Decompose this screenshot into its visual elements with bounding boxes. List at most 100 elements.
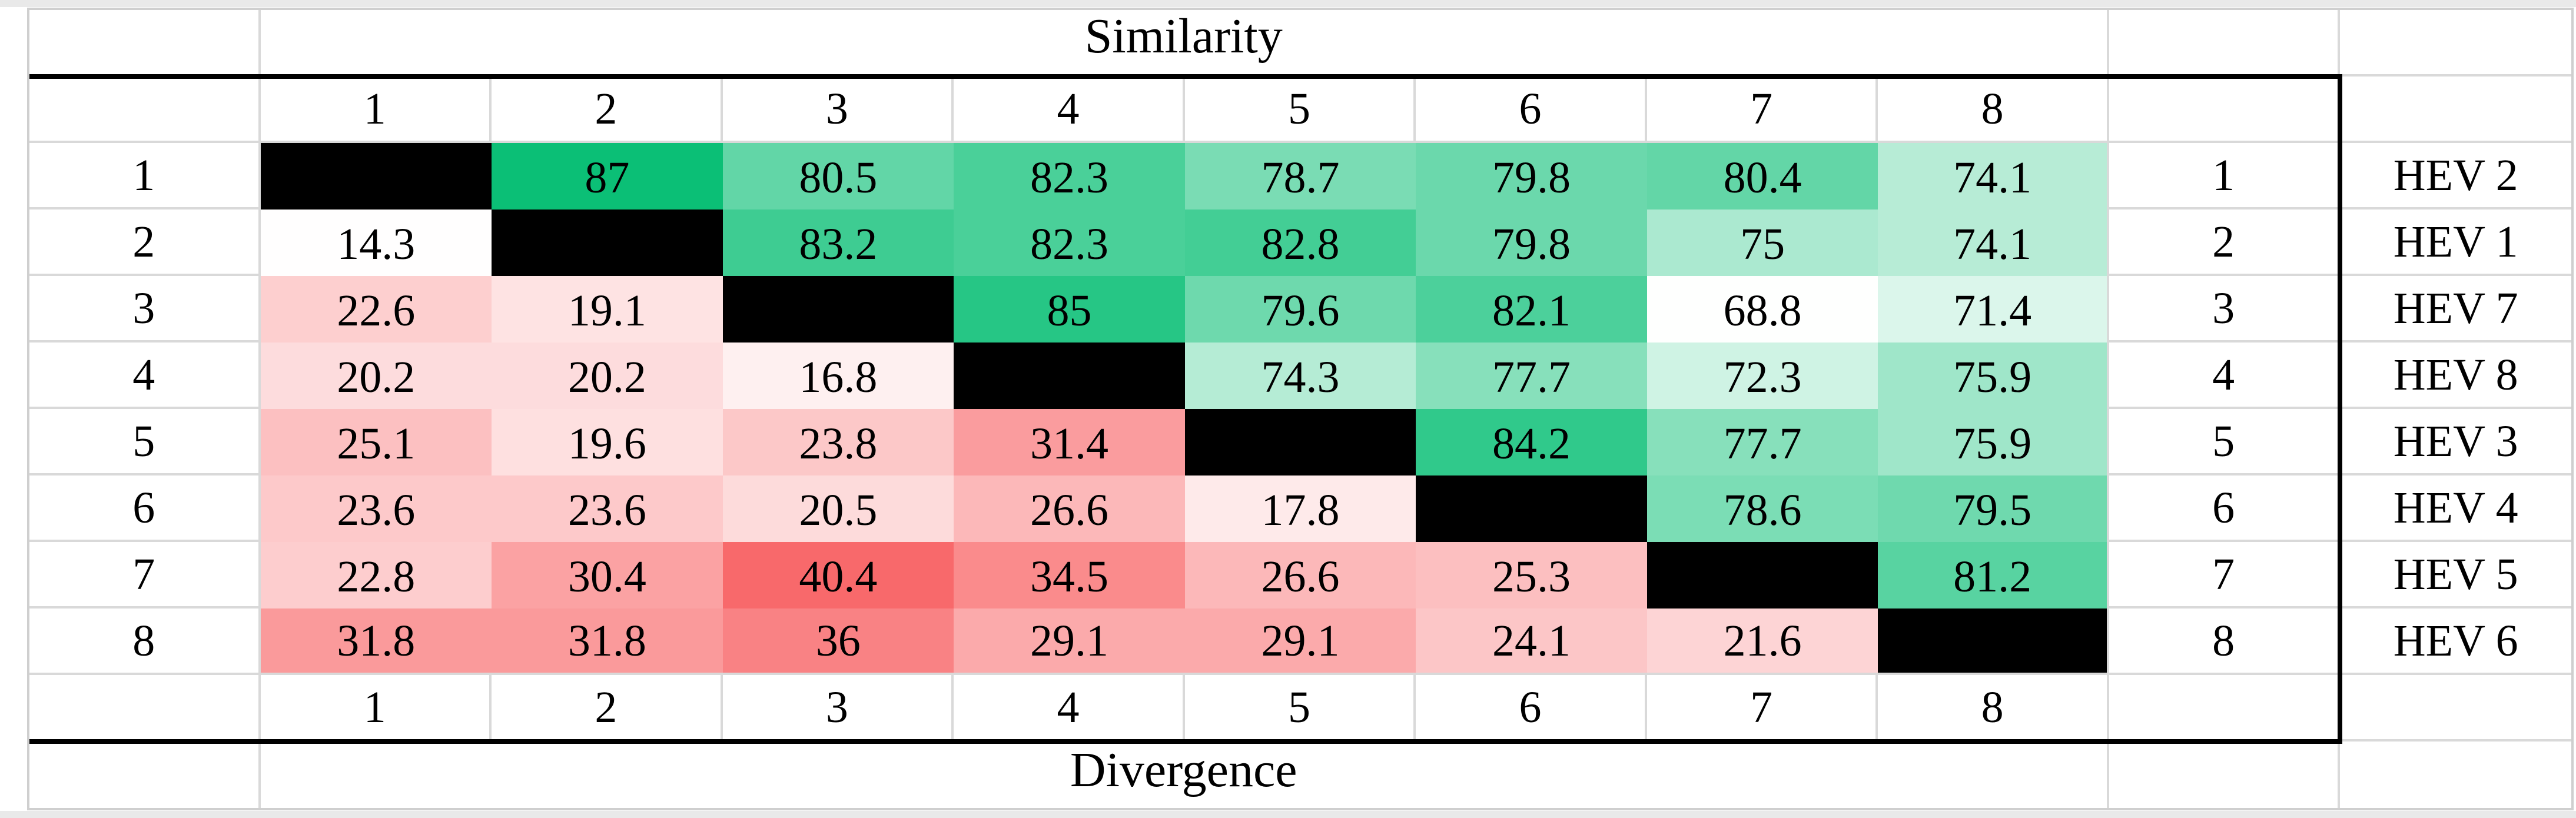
col-index-bottom-3: 3 [722, 675, 954, 741]
diagonal-cell-1 [260, 143, 492, 210]
similarity-cell-r3-c4: 85 [954, 276, 1185, 343]
divergence-cell-r4-c1: 20.2 [260, 343, 492, 409]
divergence-cell-r7-c1: 22.8 [260, 542, 492, 608]
col-index-bottom-2: 2 [492, 675, 723, 741]
row-index-left-6: 6 [29, 475, 261, 542]
diagonal-cell-6 [1416, 475, 1647, 542]
similarity-cell-r1-c3: 80.5 [722, 143, 954, 210]
spacer-cell [2340, 10, 2571, 77]
col-index-bottom-5: 5 [1184, 675, 1416, 741]
divergence-cell-r6-c5: 17.8 [1184, 475, 1416, 542]
spacer-cell [29, 77, 261, 143]
divergence-cell-r7-c2: 30.4 [492, 542, 723, 608]
divergence-cell-r3-c2: 19.1 [492, 276, 723, 343]
row-index-right-3: 3 [2109, 276, 2341, 343]
sequence-name-5: HEV 3 [2340, 409, 2571, 475]
spacer-cell [2109, 675, 2341, 741]
similarity-cell-r1-c6: 79.8 [1416, 143, 1647, 210]
col-index-bottom-6: 6 [1416, 675, 1647, 741]
divergence-cell-r7-c6: 25.3 [1416, 542, 1647, 608]
divergence-cell-r7-c3: 40.4 [722, 542, 954, 608]
divergence-cell-r7-c4: 34.5 [954, 542, 1185, 608]
similarity-cell-r1-c5: 78.7 [1184, 143, 1416, 210]
similarity-cell-r4-c5: 74.3 [1184, 343, 1416, 409]
row-index-left-8: 8 [29, 608, 261, 675]
diagonal-cell-8 [1878, 608, 2109, 675]
row-index-right-6: 6 [2109, 475, 2341, 542]
similarity-cell-r2-c3: 83.2 [722, 210, 954, 276]
col-index-top-3: 3 [722, 77, 954, 143]
divergence-cell-r2-c1: 14.3 [260, 210, 492, 276]
similarity-cell-r3-c6: 82.1 [1416, 276, 1647, 343]
similarity-cell-r1-c8: 74.1 [1878, 143, 2109, 210]
similarity-cell-r1-c4: 82.3 [954, 143, 1185, 210]
page-edge-top [0, 0, 2576, 7]
row-index-right-7: 7 [2109, 542, 2341, 608]
col-index-bottom-4: 4 [954, 675, 1185, 741]
row-index-left-2: 2 [29, 210, 261, 276]
row-index-left-7: 7 [29, 542, 261, 608]
sequence-name-4: HEV 8 [2340, 343, 2571, 409]
divergence-cell-r8-c5: 29.1 [1184, 608, 1416, 675]
spacer-cell [2109, 77, 2341, 143]
col-index-top-2: 2 [492, 77, 723, 143]
page-edge-bottom [0, 811, 2576, 818]
col-index-top-5: 5 [1184, 77, 1416, 143]
similarity-cell-r4-c6: 77.7 [1416, 343, 1647, 409]
row-index-left-4: 4 [29, 343, 261, 409]
row-index-right-1: 1 [2109, 143, 2341, 210]
diagonal-cell-3 [722, 276, 954, 343]
similarity-cell-r1-c7: 80.4 [1646, 143, 1878, 210]
similarity-cell-r3-c5: 79.6 [1184, 276, 1416, 343]
divergence-cell-r3-c1: 22.6 [260, 276, 492, 343]
divergence-cell-r5-c3: 23.8 [722, 409, 954, 475]
col-index-bottom-1: 1 [260, 675, 492, 741]
spacer-cell [2340, 77, 2571, 143]
matrix-box-border-bottom [29, 739, 2343, 744]
col-index-bottom-8: 8 [1878, 675, 2109, 741]
diagonal-cell-5 [1184, 409, 1416, 475]
divergence-title: Divergence [261, 741, 2109, 808]
similarity-cell-r6-c8: 79.5 [1878, 475, 2109, 542]
similarity-title: Similarity [260, 10, 2109, 77]
sequence-name-3: HEV 7 [2340, 276, 2571, 343]
row-index-left-5: 5 [29, 409, 261, 475]
spacer-cell [2340, 741, 2571, 808]
row-index-right-8: 8 [2109, 608, 2341, 675]
divergence-cell-r6-c1: 23.6 [260, 475, 492, 542]
col-index-top-7: 7 [1646, 77, 1878, 143]
spacer-cell [29, 741, 261, 808]
similarity-cell-r1-c2: 87 [492, 143, 723, 210]
divergence-cell-r5-c4: 31.4 [954, 409, 1185, 475]
sequence-name-1: HEV 2 [2340, 143, 2571, 210]
spacer-cell [2109, 741, 2341, 808]
similarity-cell-r4-c8: 75.9 [1878, 343, 2109, 409]
row-index-right-2: 2 [2109, 210, 2341, 276]
diagonal-cell-2 [492, 210, 723, 276]
spacer-cell [29, 675, 261, 741]
col-index-top-8: 8 [1878, 77, 2109, 143]
similarity-cell-r3-c7: 68.8 [1646, 276, 1878, 343]
similarity-cell-r2-c6: 79.8 [1416, 210, 1647, 276]
similarity-cell-r2-c5: 82.8 [1184, 210, 1416, 276]
similarity-cell-r2-c4: 82.3 [954, 210, 1185, 276]
similarity-cell-r7-c8: 81.2 [1878, 542, 2109, 608]
sequence-name-7: HEV 5 [2340, 542, 2571, 608]
similarity-cell-r6-c7: 78.6 [1646, 475, 1878, 542]
diagonal-cell-7 [1646, 542, 1878, 608]
divergence-cell-r8-c7: 21.6 [1646, 608, 1878, 675]
col-index-top-1: 1 [260, 77, 492, 143]
spacer-cell [29, 10, 261, 77]
divergence-cell-r5-c2: 19.6 [492, 409, 723, 475]
row-index-right-4: 4 [2109, 343, 2341, 409]
row-index-left-3: 3 [29, 276, 261, 343]
similarity-divergence-matrix: Similarity Divergence 1 2 3 4 5 6 7 8 1 87 80.5 82.… [27, 8, 2574, 810]
divergence-cell-r6-c2: 23.6 [492, 475, 723, 542]
similarity-cell-r3-c8: 71.4 [1878, 276, 2109, 343]
divergence-cell-r4-c2: 20.2 [492, 343, 723, 409]
similarity-cell-r4-c7: 72.3 [1646, 343, 1878, 409]
col-index-bottom-7: 7 [1646, 675, 1878, 741]
divergence-cell-r8-c1: 31.8 [260, 608, 492, 675]
divergence-cell-r8-c4: 29.1 [954, 608, 1185, 675]
divergence-cell-r6-c4: 26.6 [954, 475, 1185, 542]
